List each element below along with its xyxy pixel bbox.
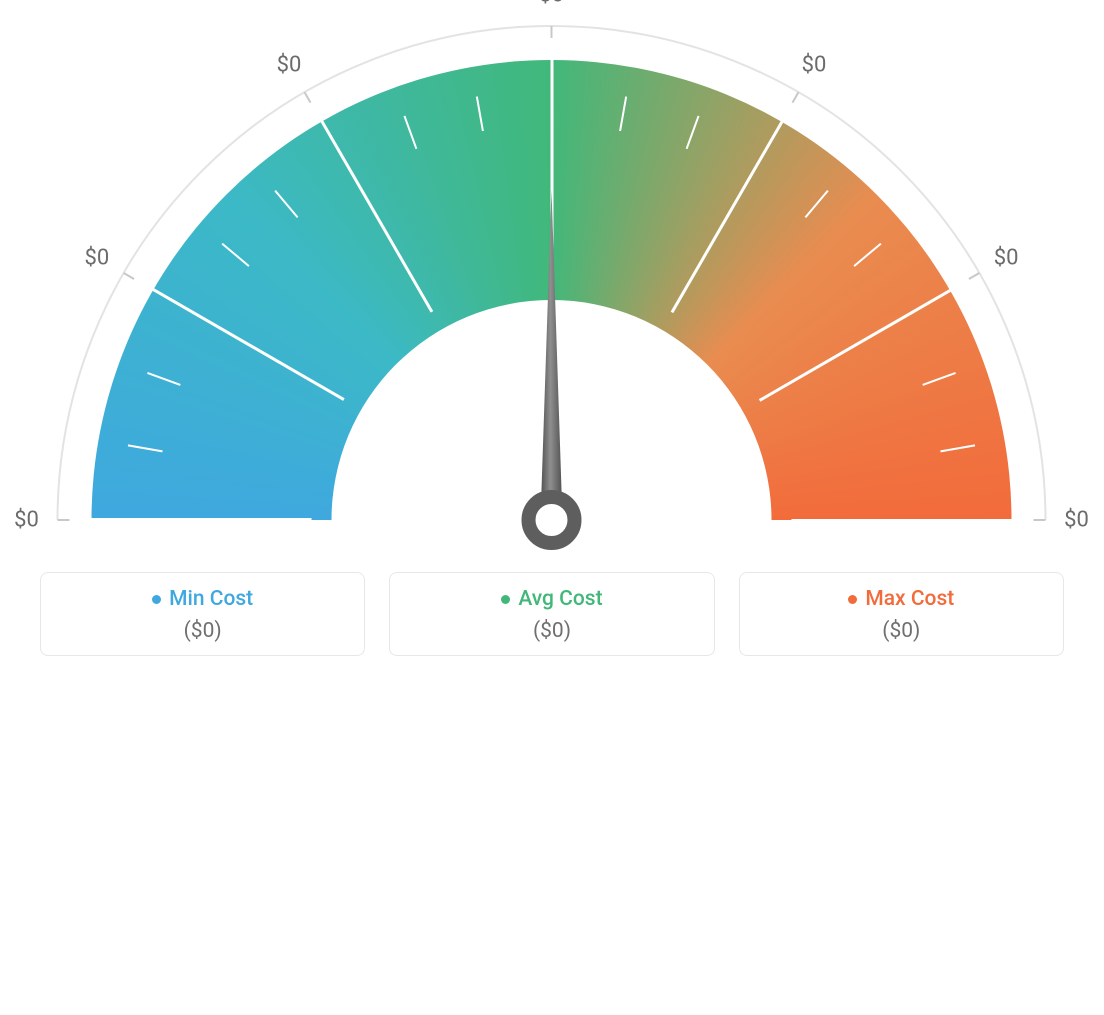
legend-row: Min Cost ($0) Avg Cost ($0) Max Cost ($0… bbox=[40, 572, 1064, 656]
legend-dot-max bbox=[848, 595, 857, 604]
legend-value-max: ($0) bbox=[750, 619, 1053, 643]
legend-value-min: ($0) bbox=[51, 619, 354, 643]
gauge-needle-hub bbox=[522, 490, 582, 550]
gauge-tick-label: $0 bbox=[1064, 508, 1089, 533]
legend-label-max: Max Cost bbox=[865, 587, 954, 611]
gauge-tick-label: $0 bbox=[802, 53, 827, 78]
legend-title-min: Min Cost bbox=[152, 587, 253, 611]
legend-title-avg: Avg Cost bbox=[501, 587, 602, 611]
legend-card-avg: Avg Cost ($0) bbox=[389, 572, 714, 656]
gauge-stage: $0$0$0$0$0$0$0 bbox=[552, 520, 553, 521]
legend-label-avg: Avg Cost bbox=[518, 587, 602, 611]
legend-label-min: Min Cost bbox=[169, 587, 253, 611]
legend-value-avg: ($0) bbox=[400, 619, 703, 643]
legend-card-max: Max Cost ($0) bbox=[739, 572, 1064, 656]
legend-card-min: Min Cost ($0) bbox=[40, 572, 365, 656]
legend-dot-min bbox=[152, 595, 161, 604]
gauge-area: $0 $0 $0 $0 $0 $0 $0 bbox=[0, 0, 1104, 560]
gauge-tick-label: $0 bbox=[539, 0, 564, 8]
legend-dot-avg bbox=[501, 595, 510, 604]
gauge-tick-label: $0 bbox=[994, 245, 1019, 270]
gauge-tick-label: $0 bbox=[84, 245, 109, 270]
legend-title-max: Max Cost bbox=[848, 587, 954, 611]
gauge-chart-container: $0 $0 $0 $0 $0 $0 $0 Min Cost ($0) Avg Cost ($… bbox=[0, 0, 1104, 690]
gauge-tick-label: $0 bbox=[277, 53, 302, 78]
gauge-tick-label: $0 bbox=[14, 508, 39, 533]
gauge-needle bbox=[552, 520, 553, 521]
